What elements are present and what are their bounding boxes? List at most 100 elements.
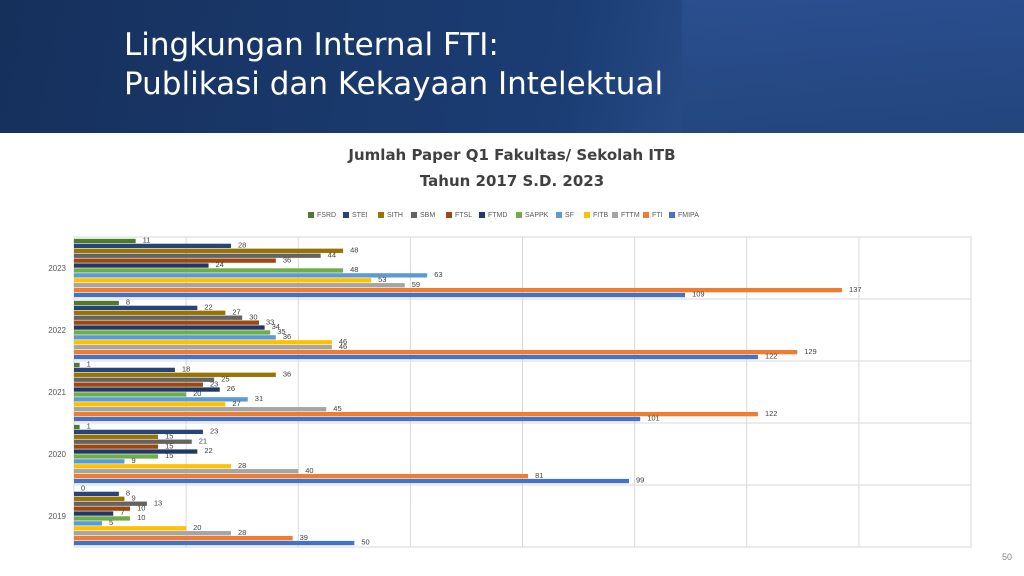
bar-fmipa bbox=[74, 478, 630, 484]
bar-fsrd bbox=[74, 424, 80, 430]
bar-sappk bbox=[74, 268, 344, 273]
data-label: 99 bbox=[636, 476, 644, 485]
bar-fitb bbox=[74, 278, 372, 283]
bar-fsrd bbox=[74, 300, 119, 306]
chart-legend: FSRD STEI SITH SBM FTSL FTMD SAPPK SF FITB FTTM FT… bbox=[0, 209, 1024, 223]
legend-item-fmipa: FMIPA bbox=[669, 209, 699, 221]
data-label: 9 bbox=[131, 493, 135, 502]
legend-label: SF bbox=[565, 211, 574, 219]
data-label: 24 bbox=[216, 260, 224, 269]
data-label: 20 bbox=[193, 523, 201, 532]
legend-item-sith: SITH bbox=[378, 209, 403, 221]
data-label: 10 bbox=[137, 503, 145, 512]
bar-sappk bbox=[74, 330, 271, 335]
legend-swatch bbox=[612, 212, 618, 218]
bar-ftmd bbox=[74, 387, 220, 392]
data-label: 48 bbox=[350, 245, 358, 254]
legend-swatch bbox=[308, 212, 314, 218]
data-label: 45 bbox=[333, 404, 341, 413]
data-label: 11 bbox=[143, 236, 151, 245]
legend-item-ftmd: FTMD bbox=[479, 209, 507, 221]
data-label: 33 bbox=[266, 317, 274, 326]
data-label: 25 bbox=[221, 374, 229, 383]
legend-item-ftsl: FTSL bbox=[446, 209, 472, 221]
bar-fmipa bbox=[74, 540, 355, 546]
bar-ftmd bbox=[74, 511, 114, 516]
bar-stei bbox=[74, 429, 203, 435]
legend-swatch bbox=[446, 212, 452, 218]
bar-stei bbox=[74, 243, 231, 249]
legend-swatch bbox=[556, 212, 562, 218]
data-label: 10 bbox=[137, 513, 145, 522]
bar-fitb bbox=[74, 340, 332, 345]
data-label: 122 bbox=[765, 352, 778, 361]
bar-sith bbox=[74, 310, 226, 315]
data-label: 101 bbox=[647, 414, 660, 423]
data-label: 0 bbox=[81, 484, 85, 493]
data-label: 1 bbox=[87, 422, 91, 431]
bar-sappk bbox=[74, 454, 159, 459]
bar-sbm bbox=[74, 315, 243, 320]
bar-sf bbox=[74, 521, 103, 526]
legend-label: FMIPA bbox=[678, 211, 699, 219]
legend-item-fttm: FTTM bbox=[612, 209, 640, 221]
category-label: 2023 bbox=[48, 264, 66, 273]
bar-fti bbox=[74, 473, 529, 479]
data-label: 28 bbox=[238, 528, 246, 537]
chart-title: Jumlah Paper Q1 Fakultas/ Sekolah ITB bbox=[348, 146, 676, 164]
legend-item-sbm: SBM bbox=[411, 209, 435, 221]
legend-swatch bbox=[343, 212, 349, 218]
legend-label: SBM bbox=[420, 211, 436, 219]
bar-ftmd bbox=[74, 263, 209, 268]
data-label: 59 bbox=[412, 280, 420, 289]
page-number: 50 bbox=[1001, 552, 1012, 562]
bar-sf bbox=[74, 459, 125, 464]
bar-sith bbox=[74, 372, 276, 377]
bar-ftsl bbox=[74, 444, 159, 449]
data-label: 15 bbox=[165, 431, 173, 440]
data-label: 28 bbox=[238, 461, 246, 470]
bar-sbm bbox=[74, 253, 321, 258]
bar-fti bbox=[74, 349, 798, 355]
legend-swatch bbox=[516, 212, 522, 218]
data-label: 8 bbox=[126, 298, 130, 307]
bar-fmipa bbox=[74, 416, 641, 422]
data-label: 46 bbox=[339, 342, 347, 351]
legend-label: SAPPK bbox=[525, 211, 549, 219]
data-label: 20 bbox=[193, 389, 201, 398]
category-label: 2021 bbox=[48, 388, 66, 397]
slide-title: Lingkungan Internal FTI: Publikasi dan K… bbox=[124, 26, 663, 104]
bar-fitb bbox=[74, 526, 187, 531]
legend-swatch bbox=[584, 212, 590, 218]
bar-fitb bbox=[74, 464, 231, 469]
bar-fmipa bbox=[74, 354, 758, 360]
data-label: 36 bbox=[283, 255, 291, 264]
data-label: 22 bbox=[204, 446, 212, 455]
bar-ftsl bbox=[74, 258, 276, 263]
legend-label: FTSL bbox=[455, 211, 473, 219]
data-label: 50 bbox=[361, 538, 369, 547]
data-label: 34 bbox=[272, 322, 280, 331]
banner-accent-panel bbox=[682, 0, 1024, 133]
legend-swatch bbox=[479, 212, 485, 218]
data-label: 15 bbox=[165, 451, 173, 460]
legend-label: FTMD bbox=[488, 211, 508, 219]
data-label: 9 bbox=[131, 456, 135, 465]
bar-sbm bbox=[74, 501, 147, 506]
data-label: 21 bbox=[199, 436, 207, 445]
bar-sf bbox=[74, 335, 276, 340]
data-label: 27 bbox=[232, 399, 240, 408]
bar-stei bbox=[74, 367, 175, 373]
bar-fsrd bbox=[74, 362, 80, 368]
legend-label: SITH bbox=[387, 211, 403, 219]
legend-label: FTTM bbox=[621, 211, 640, 219]
bar-sith bbox=[74, 248, 344, 253]
data-label: 5 bbox=[109, 518, 113, 527]
bar-stei bbox=[74, 305, 198, 311]
legend-swatch bbox=[411, 212, 417, 218]
legend-item-fti: FTI bbox=[643, 209, 663, 221]
bar-fitb bbox=[74, 402, 226, 407]
data-label: 40 bbox=[305, 466, 313, 475]
bar-fttm bbox=[74, 469, 299, 474]
bar-fsrd bbox=[74, 238, 136, 244]
